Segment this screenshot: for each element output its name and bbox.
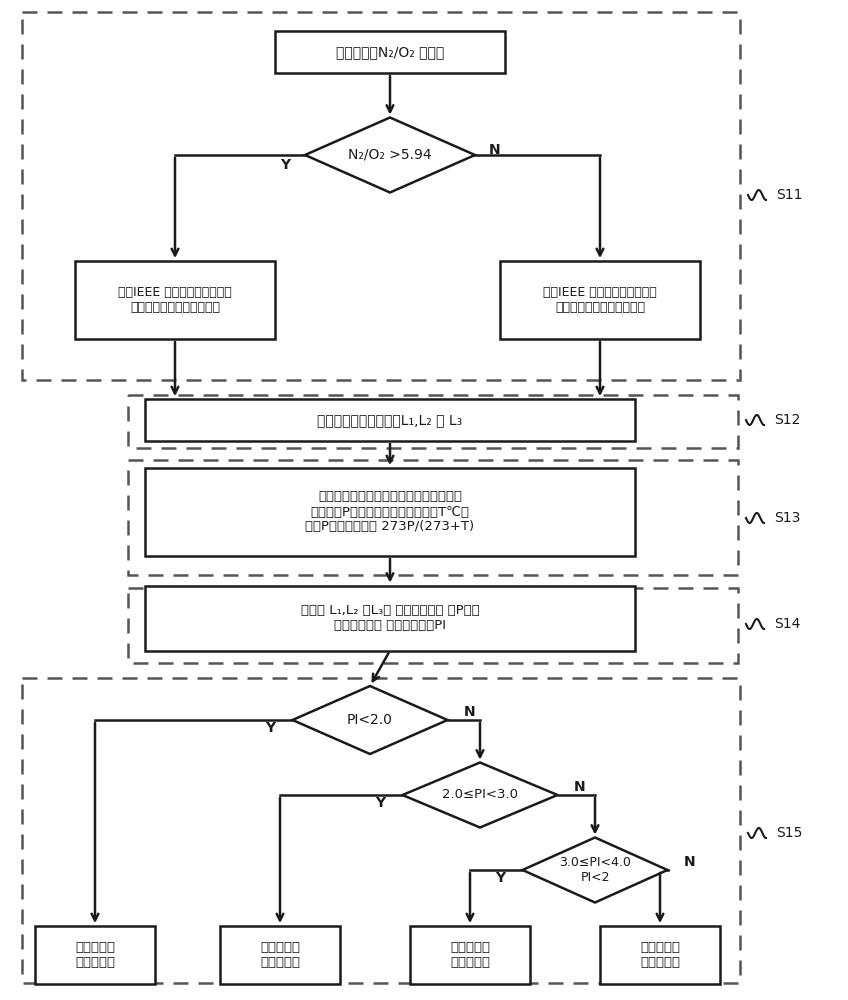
Text: Y: Y bbox=[265, 721, 276, 735]
Text: Y: Y bbox=[376, 796, 386, 810]
Text: 由阈值 L₁,L₂ 和L₃及 故障能量强度 值P，计
算变压器故障 能量强度指数PI: 由阈值 L₁,L₂ 和L₃及 故障能量强度 值P，计 算变压器故障 能量强度指数… bbox=[301, 604, 479, 632]
Polygon shape bbox=[403, 762, 557, 828]
Text: Y: Y bbox=[495, 871, 505, 885]
Text: S13: S13 bbox=[774, 511, 801, 525]
Text: N: N bbox=[574, 780, 585, 794]
Text: PI<2.0: PI<2.0 bbox=[347, 713, 393, 727]
Text: S12: S12 bbox=[774, 413, 801, 427]
Text: S15: S15 bbox=[776, 826, 802, 840]
Text: 安全等级处
于正常状态: 安全等级处 于正常状态 bbox=[75, 941, 115, 969]
FancyBboxPatch shape bbox=[410, 926, 530, 984]
Text: 安全等级处
于异常状态: 安全等级处 于异常状态 bbox=[450, 941, 490, 969]
Text: 采用IEEE 高含氧变压器或人工
给定四种溶解气体安全阈值: 采用IEEE 高含氧变压器或人工 给定四种溶解气体安全阈值 bbox=[543, 286, 657, 314]
Polygon shape bbox=[293, 686, 448, 754]
Text: N: N bbox=[683, 855, 695, 869]
FancyBboxPatch shape bbox=[500, 261, 700, 339]
Text: 3.0≤PI<4.0
PI<2: 3.0≤PI<4.0 PI<2 bbox=[559, 856, 631, 884]
Text: N₂/O₂ >5.94: N₂/O₂ >5.94 bbox=[349, 148, 432, 162]
Text: S11: S11 bbox=[776, 188, 802, 202]
FancyBboxPatch shape bbox=[145, 585, 635, 650]
FancyBboxPatch shape bbox=[75, 261, 275, 339]
Text: 2.0≤PI<3.0: 2.0≤PI<3.0 bbox=[442, 788, 518, 802]
FancyBboxPatch shape bbox=[275, 31, 505, 73]
FancyBboxPatch shape bbox=[145, 399, 635, 441]
Text: 采用IEEE 低含氧变压器或人工
给定四种溶解气体安全阈值: 采用IEEE 低含氧变压器或人工 给定四种溶解气体安全阈值 bbox=[118, 286, 232, 314]
Text: 计算变压器N₂/O₂ 的比值: 计算变压器N₂/O₂ 的比值 bbox=[336, 45, 444, 59]
FancyBboxPatch shape bbox=[145, 468, 635, 556]
Text: 安全等级处
于注意状态: 安全等级处 于注意状态 bbox=[260, 941, 300, 969]
Text: N: N bbox=[489, 143, 501, 157]
FancyBboxPatch shape bbox=[600, 926, 720, 984]
Text: 计算故障能量强度阈值L₁,L₂ 和 L₃: 计算故障能量强度阈值L₁,L₂ 和 L₃ bbox=[317, 413, 463, 427]
Text: 根据变压器四种溶解气体含量计算其故障
能量强度P，当变压器温度为非零的T℃，
强度P值需要修正为 273P/(273+T): 根据变压器四种溶解气体含量计算其故障 能量强度P，当变压器温度为非零的T℃， 强… bbox=[305, 490, 475, 534]
Text: Y: Y bbox=[280, 158, 290, 172]
Text: S14: S14 bbox=[774, 617, 801, 631]
Polygon shape bbox=[305, 117, 475, 192]
Text: 安全等级处
于严重状态: 安全等级处 于严重状态 bbox=[640, 941, 680, 969]
FancyBboxPatch shape bbox=[35, 926, 155, 984]
Polygon shape bbox=[522, 838, 667, 902]
Text: N: N bbox=[464, 705, 476, 719]
FancyBboxPatch shape bbox=[220, 926, 340, 984]
